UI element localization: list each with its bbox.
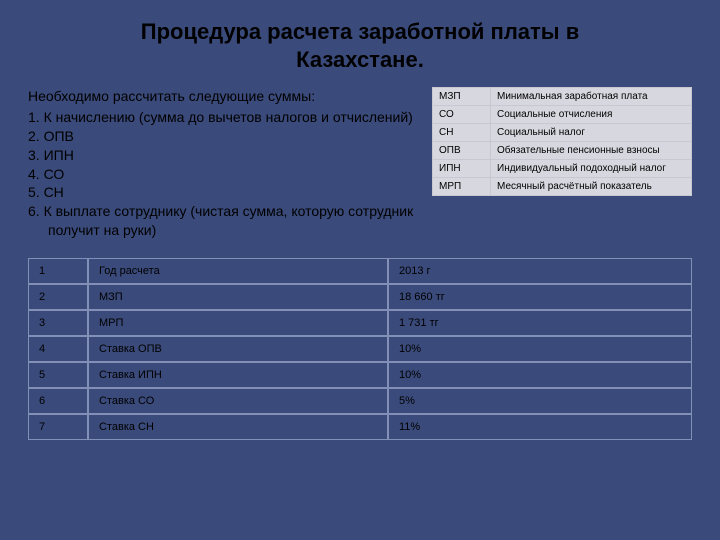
table-row: ИПНИндивидуальный подоходный налог [433,160,692,178]
table-row: СОСоциальные отчисления [433,106,692,124]
param-val: 10% [388,362,692,388]
table-row: 1Год расчета2013 г [28,258,692,284]
top-row: Необходимо рассчитать следующие суммы: 1… [28,87,692,240]
param-num: 2 [28,284,88,310]
abbr-val: Месячный расчётный показатель [491,178,692,196]
abbr-key: ОПВ [433,142,491,160]
param-val: 2013 г [388,258,692,284]
param-val: 11% [388,414,692,440]
param-num: 5 [28,362,88,388]
step-item: 1. К начислению (сумма до вычетов налого… [28,108,418,127]
param-num: 1 [28,258,88,284]
abbr-val: Индивидуальный подоходный налог [491,160,692,178]
abbr-key: МЗП [433,88,491,106]
abbr-val: Минимальная заработная плата [491,88,692,106]
abbr-val: Обязательные пенсионные взносы [491,142,692,160]
param-num: 4 [28,336,88,362]
abbr-key: МРП [433,178,491,196]
abbr-table: МЗПМинимальная заработная плата СОСоциал… [432,87,692,196]
step-item: 4. СО [28,165,418,184]
param-label: Ставка ОПВ [88,336,388,362]
table-row: 7Ставка СН11% [28,414,692,440]
param-label: Год расчета [88,258,388,284]
param-val: 10% [388,336,692,362]
param-label: Ставка СО [88,388,388,414]
table-row: 2МЗП18 660 тг [28,284,692,310]
intro-text: Необходимо рассчитать следующие суммы: [28,87,418,106]
table-row: 6Ставка СО5% [28,388,692,414]
param-label: Ставка СН [88,414,388,440]
step-item: 5. СН [28,183,418,202]
param-label: МЗП [88,284,388,310]
table-row: МЗПМинимальная заработная плата [433,88,692,106]
param-val: 18 660 тг [388,284,692,310]
table-row: 4Ставка ОПВ10% [28,336,692,362]
steps-list: 1. К начислению (сумма до вычетов налого… [28,108,418,240]
calc-steps-block: Необходимо рассчитать следующие суммы: 1… [28,87,418,240]
param-table: 1Год расчета2013 г 2МЗП18 660 тг 3МРП1 7… [28,258,692,440]
step-item: 2. ОПВ [28,127,418,146]
title-line-1: Процедура расчета заработной платы в [141,19,579,44]
param-val: 1 731 тг [388,310,692,336]
table-row: 3МРП1 731 тг [28,310,692,336]
abbr-key: СО [433,106,491,124]
table-row: ОПВОбязательные пенсионные взносы [433,142,692,160]
table-row: СНСоциальный налог [433,124,692,142]
abbr-val: Социальный налог [491,124,692,142]
param-val: 5% [388,388,692,414]
abbr-key: СН [433,124,491,142]
step-item: 6. К выплате сотруднику (чистая сумма, к… [28,202,418,240]
param-num: 7 [28,414,88,440]
table-row: МРПМесячный расчётный показатель [433,178,692,196]
slide-title: Процедура расчета заработной платы в Каз… [28,18,692,73]
abbr-val: Социальные отчисления [491,106,692,124]
param-num: 6 [28,388,88,414]
param-label: Ставка ИПН [88,362,388,388]
step-item: 3. ИПН [28,146,418,165]
abbr-block: МЗПМинимальная заработная плата СОСоциал… [432,87,692,240]
title-line-2: Казахстане. [296,47,424,72]
param-num: 3 [28,310,88,336]
abbr-key: ИПН [433,160,491,178]
param-label: МРП [88,310,388,336]
table-row: 5Ставка ИПН10% [28,362,692,388]
